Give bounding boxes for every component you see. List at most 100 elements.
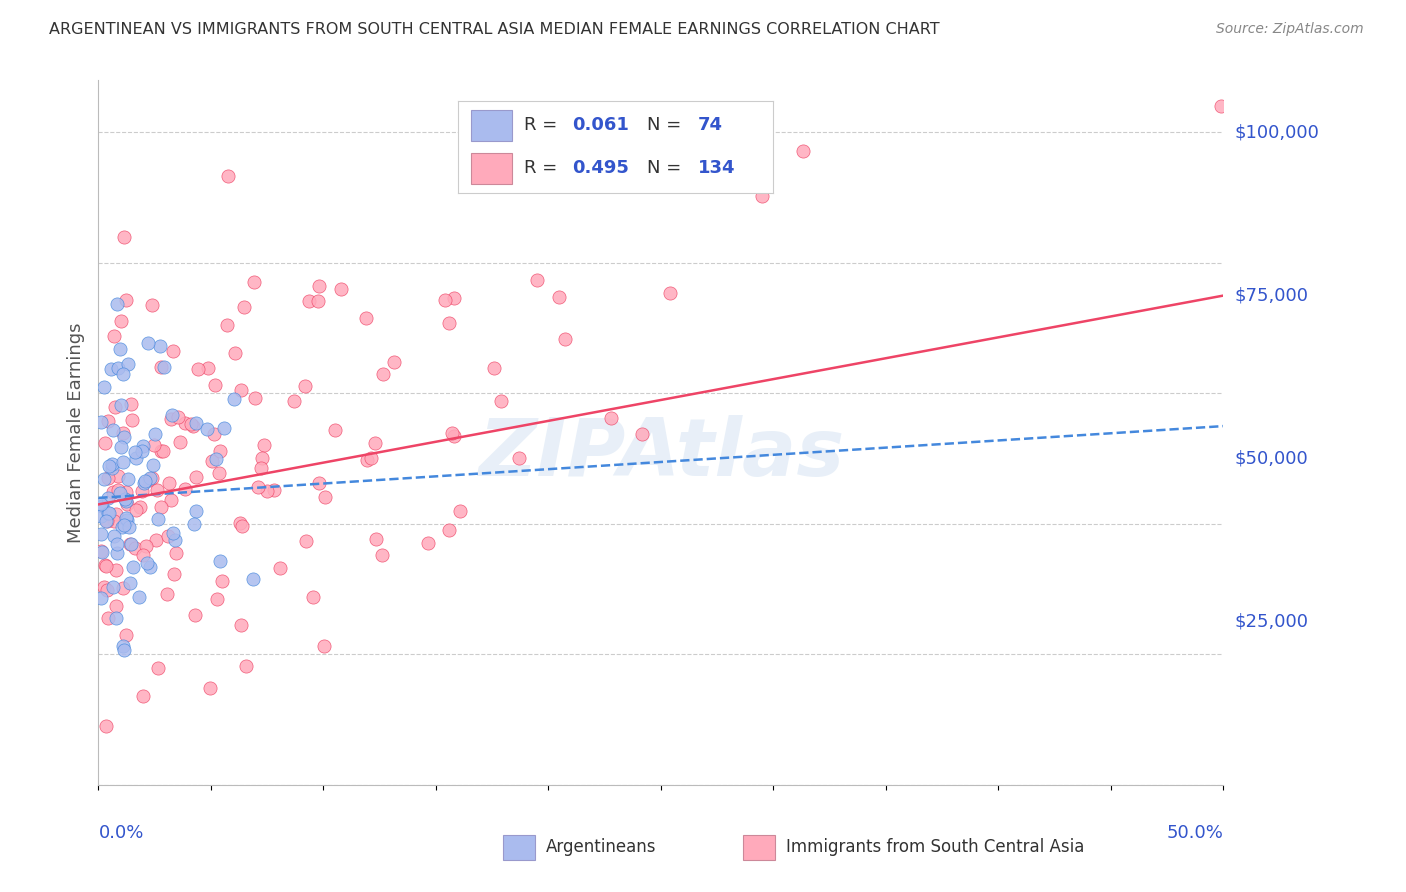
Point <box>160 412 183 426</box>
Point <box>242 573 264 587</box>
Point <box>314 490 336 504</box>
Point <box>96 514 118 528</box>
Point <box>110 440 132 454</box>
Point <box>112 367 135 381</box>
Point <box>134 474 156 488</box>
Point <box>443 291 465 305</box>
Point <box>209 444 232 458</box>
Point <box>215 318 238 332</box>
Point <box>184 470 207 484</box>
Point <box>599 411 621 425</box>
Text: $100,000: $100,000 <box>1234 123 1319 142</box>
Point <box>449 504 471 518</box>
Point <box>90 591 112 605</box>
Point <box>108 343 131 357</box>
Point <box>90 499 112 513</box>
Text: Source: ZipAtlas.com: Source: ZipAtlas.com <box>1216 22 1364 37</box>
Point <box>243 275 266 289</box>
Point <box>224 346 246 360</box>
Point <box>97 491 120 505</box>
Point <box>111 454 134 468</box>
Point <box>354 311 377 326</box>
Point <box>243 391 266 405</box>
Point <box>93 380 115 394</box>
Point <box>141 297 163 311</box>
Point <box>441 425 464 440</box>
Point <box>148 661 170 675</box>
Point <box>90 544 112 558</box>
Point <box>184 416 207 430</box>
Point <box>112 430 135 444</box>
Y-axis label: Median Female Earnings: Median Female Earnings <box>66 322 84 543</box>
Point <box>139 559 162 574</box>
Point <box>107 360 129 375</box>
Point <box>256 484 278 499</box>
Point <box>371 367 394 381</box>
Point <box>160 408 183 422</box>
Point <box>160 492 183 507</box>
Point <box>107 468 129 483</box>
Point <box>437 316 460 330</box>
Bar <box>744 835 775 860</box>
Point <box>101 461 124 475</box>
Point <box>111 639 134 653</box>
Point <box>103 329 125 343</box>
Point <box>107 483 129 497</box>
Point <box>152 443 174 458</box>
Point <box>433 293 456 307</box>
Point <box>98 458 121 473</box>
Point <box>125 503 148 517</box>
Point <box>149 339 172 353</box>
Point <box>104 400 127 414</box>
Point <box>173 483 195 497</box>
Point <box>312 640 335 654</box>
Point <box>129 500 152 514</box>
Point <box>117 357 139 371</box>
Point <box>108 486 131 500</box>
Point <box>114 493 136 508</box>
Point <box>124 541 146 556</box>
Point <box>364 532 387 546</box>
Point <box>131 548 153 562</box>
Point <box>117 471 139 485</box>
Point <box>105 563 128 577</box>
Point <box>235 659 257 673</box>
Point <box>205 451 228 466</box>
Point <box>153 360 176 375</box>
Point <box>217 169 239 183</box>
Text: 0.0%: 0.0% <box>98 824 143 842</box>
Point <box>97 471 120 485</box>
Point <box>124 450 146 465</box>
Text: Immigrants from South Central Asia: Immigrants from South Central Asia <box>786 838 1084 856</box>
Point <box>121 559 143 574</box>
Point <box>197 361 219 376</box>
Point <box>751 188 773 202</box>
Point <box>526 273 548 287</box>
Point <box>231 518 253 533</box>
Point <box>547 289 569 303</box>
Point <box>416 535 439 549</box>
Point <box>208 554 231 568</box>
Point <box>183 517 205 532</box>
Point <box>145 533 167 548</box>
Point <box>263 483 285 497</box>
Point <box>167 410 190 425</box>
Point <box>187 362 209 376</box>
Point <box>169 435 191 450</box>
Point <box>150 443 173 458</box>
Point <box>323 423 346 437</box>
Point <box>246 480 269 494</box>
Point <box>131 444 153 458</box>
Point <box>118 537 141 551</box>
Point <box>229 383 252 397</box>
Point <box>307 294 329 309</box>
Text: $75,000: $75,000 <box>1234 286 1309 304</box>
Point <box>283 394 305 409</box>
Point <box>105 297 128 311</box>
Point <box>224 392 246 406</box>
Point <box>100 362 122 376</box>
Point <box>554 332 576 346</box>
Point <box>157 476 180 491</box>
Point <box>103 514 125 528</box>
Point <box>443 429 465 443</box>
